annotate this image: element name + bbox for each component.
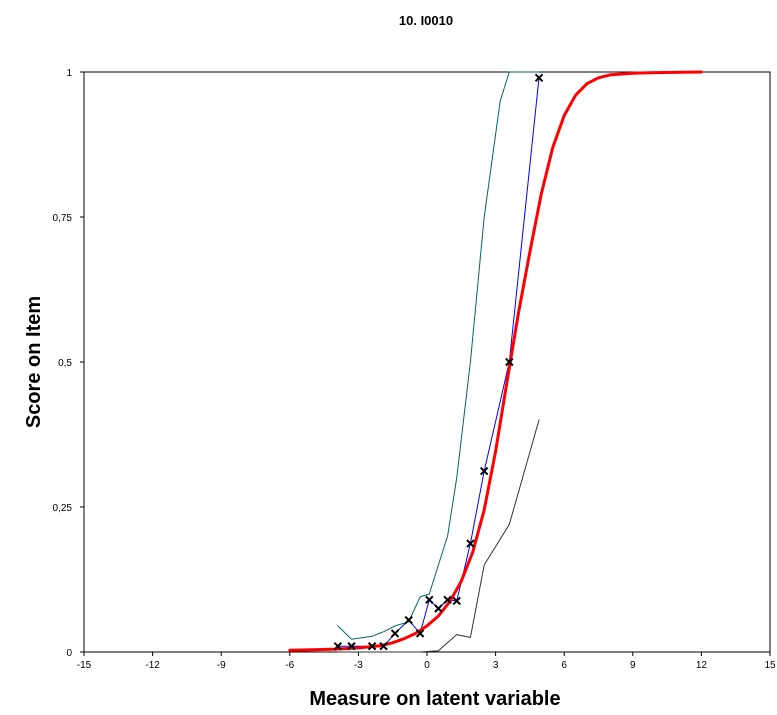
observed-point-marker <box>390 629 400 638</box>
y-tick-label: 0,5 <box>58 358 72 369</box>
y-axis: 0 0,25 0,5 0,75 1 <box>53 68 84 659</box>
expected-curve-line <box>288 70 703 652</box>
x-tick-label: -15 <box>77 660 92 671</box>
x-axis-title: Measure on latent variable <box>309 688 560 710</box>
lower-band-line <box>337 419 540 653</box>
x-tick-label: -6 <box>285 660 294 671</box>
y-tick-label: 0,75 <box>53 213 73 224</box>
x-tick-label: 0 <box>424 660 430 671</box>
x-tick-label: -12 <box>145 660 160 671</box>
x-tick-label: 6 <box>561 660 567 671</box>
observed-point-marker <box>367 641 377 651</box>
y-axis-title: Score on Item <box>23 296 45 428</box>
observed-point-marker <box>466 539 475 548</box>
observed-point-marker <box>425 595 434 605</box>
observed-point-marker <box>415 629 425 638</box>
observed-point-marker <box>452 596 461 606</box>
x-tick-label: 12 <box>696 660 708 671</box>
y-tick-label: 0,25 <box>53 503 73 514</box>
plot-area <box>83 71 771 653</box>
observed-point-marker <box>534 73 544 83</box>
x-tick-label: 9 <box>630 660 636 671</box>
observed-point-marker <box>379 641 388 651</box>
observed-point-marker <box>443 595 452 605</box>
upper-band-line <box>337 71 540 640</box>
observed-point-marker <box>505 357 514 367</box>
x-tick-label: -3 <box>354 660 363 671</box>
x-tick-label: 15 <box>764 660 776 671</box>
observed-point-marker <box>479 466 489 476</box>
y-tick-label: 1 <box>66 68 72 79</box>
x-axis: -15 -12 -9 -6 -3 0 3 6 9 12 15 <box>77 652 776 671</box>
observed-point-marker <box>333 641 343 651</box>
x-tick-label: 3 <box>493 660 499 671</box>
series-layer <box>288 70 703 653</box>
observed-point-marker <box>404 615 413 625</box>
observed-point-marker <box>434 604 443 613</box>
x-tick-label: -9 <box>217 660 226 671</box>
y-tick-label: 0 <box>66 648 72 659</box>
observed-point-marker <box>347 641 356 651</box>
chart-title: 10. I0010 <box>399 13 453 28</box>
